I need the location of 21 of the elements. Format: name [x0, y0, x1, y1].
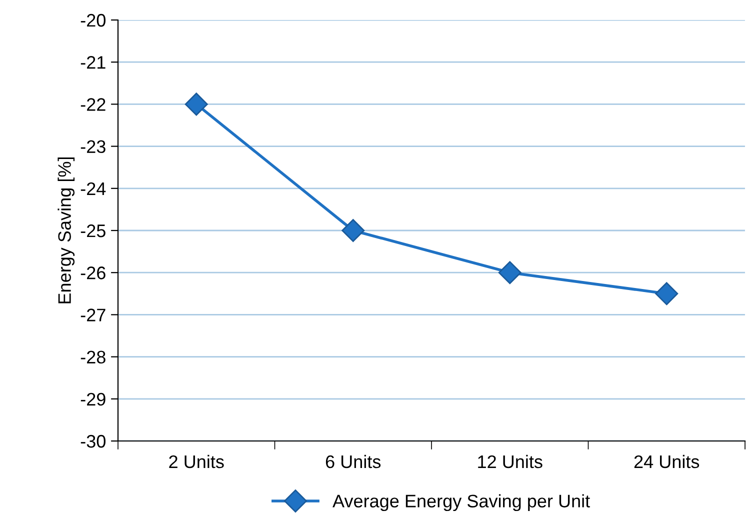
point — [498, 261, 522, 284]
y-tick-label: -28 — [80, 350, 106, 364]
y-tick-label: -23 — [80, 140, 106, 154]
y-tick-label: -25 — [80, 224, 106, 238]
legend-label: Average Energy Saving per Unit — [332, 494, 590, 512]
x-tick-label: 6 Units — [326, 454, 381, 468]
y-tick-label: -21 — [80, 56, 106, 69]
point — [184, 92, 208, 116]
x-tick-label: 24 Units — [634, 454, 700, 468]
y-tick-label: -30 — [80, 434, 106, 448]
x-tick-label: 12 Units — [478, 454, 542, 468]
y-tick-label: -22 — [80, 98, 106, 111]
y-tick-label: -24 — [80, 182, 106, 195]
point — [655, 282, 678, 306]
x-tick-label: 2 Units — [169, 454, 224, 468]
point — [342, 219, 365, 242]
y-tick-label: -20 — [80, 14, 106, 27]
y-axis-title: Energy Saving [%] — [58, 158, 75, 304]
y-tick-label: -29 — [80, 392, 106, 406]
y-tick-label: -27 — [80, 308, 106, 322]
y-tick-label: -26 — [80, 266, 106, 280]
